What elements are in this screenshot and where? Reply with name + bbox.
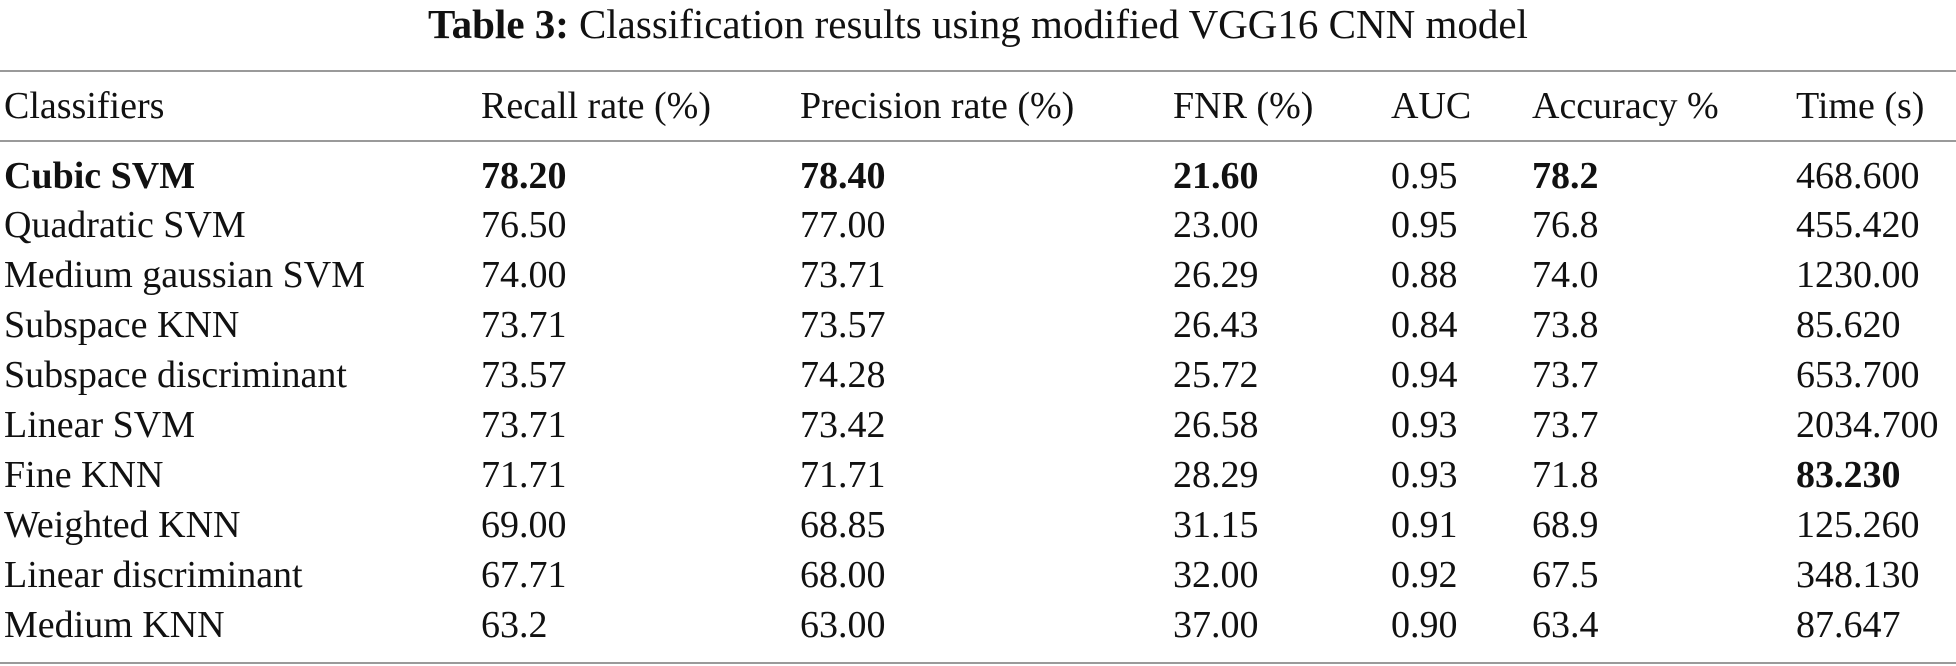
recall-cell: 71.71 <box>481 454 567 496</box>
auc-cell: 0.94 <box>1391 354 1458 396</box>
column-header-precision: Precision rate (%) <box>800 85 1075 127</box>
table-bottom-rule <box>0 662 1956 664</box>
precision-cell: 73.57 <box>800 304 886 346</box>
accuracy-cell: 68.9 <box>1532 504 1599 546</box>
recall-cell: 63.2 <box>481 604 548 646</box>
accuracy-cell: 67.5 <box>1532 554 1599 596</box>
table-row: Linear SVM 73.71 73.42 26.58 0.93 73.7 2034.70… <box>0 400 1956 450</box>
table-row: Subspace KNN 73.71 73.57 26.43 0.84 73.8 85.62… <box>0 300 1956 350</box>
column-header-accuracy: Accuracy % <box>1532 85 1719 127</box>
time-cell: 1230.00 <box>1796 254 1920 296</box>
results-table: Classifiers Recall rate (%) Precision ra… <box>0 72 1956 650</box>
recall-cell: 67.71 <box>481 554 567 596</box>
table-caption-label: Table 3: <box>428 1 569 47</box>
fnr-cell: 32.00 <box>1173 554 1259 596</box>
auc-cell: 0.90 <box>1391 604 1458 646</box>
time-cell: 468.600 <box>1796 155 1920 197</box>
recall-cell: 74.00 <box>481 254 567 296</box>
classifier-cell: Quadratic SVM <box>4 204 246 246</box>
precision-cell: 74.28 <box>800 354 886 396</box>
fnr-cell: 26.58 <box>1173 404 1259 446</box>
table-caption-text: Classification results using modified VG… <box>578 1 1528 47</box>
time-cell: 125.260 <box>1796 504 1920 546</box>
table-row: Medium KNN 63.2 63.00 37.00 0.90 63.4 87.647 <box>0 600 1956 650</box>
time-cell: 455.420 <box>1796 204 1920 246</box>
precision-cell: 77.00 <box>800 204 886 246</box>
precision-cell: 63.00 <box>800 604 886 646</box>
table-header-rule <box>0 140 1956 142</box>
auc-cell: 0.93 <box>1391 404 1458 446</box>
accuracy-cell: 73.7 <box>1532 354 1599 396</box>
classifier-cell: Weighted KNN <box>4 504 241 546</box>
classifier-cell: Cubic SVM <box>4 155 196 197</box>
precision-cell: 68.00 <box>800 554 886 596</box>
auc-cell: 0.92 <box>1391 554 1458 596</box>
table-top-rule <box>0 70 1956 72</box>
auc-cell: 0.95 <box>1391 155 1458 197</box>
table-row: Weighted KNN 69.00 68.85 31.15 0.91 68.9 125.2… <box>0 500 1956 550</box>
precision-cell: 71.71 <box>800 454 886 496</box>
accuracy-cell: 78.2 <box>1532 155 1599 197</box>
fnr-cell: 23.00 <box>1173 204 1259 246</box>
time-cell: 653.700 <box>1796 354 1920 396</box>
accuracy-cell: 73.8 <box>1532 304 1599 346</box>
table-header-row: Classifiers Recall rate (%) Precision ra… <box>0 72 1956 140</box>
column-header-auc: AUC <box>1391 85 1472 127</box>
time-cell: 83.230 <box>1796 454 1901 496</box>
classifier-cell: Subspace discriminant <box>4 354 347 396</box>
fnr-cell: 28.29 <box>1173 454 1259 496</box>
fnr-cell: 21.60 <box>1173 155 1259 197</box>
auc-cell: 0.84 <box>1391 304 1458 346</box>
fnr-cell: 31.15 <box>1173 504 1259 546</box>
recall-cell: 76.50 <box>481 204 567 246</box>
auc-cell: 0.93 <box>1391 454 1458 496</box>
table-row: Cubic SVM 78.20 78.40 21.60 0.95 78.2 468.600 <box>0 140 1956 200</box>
table-row: Fine KNN 71.71 71.71 28.29 0.93 71.8 83.230 <box>0 450 1956 500</box>
column-header-classifiers: Classifiers <box>4 85 165 127</box>
precision-cell: 73.42 <box>800 404 886 446</box>
classifier-cell: Linear SVM <box>4 404 196 446</box>
classifier-cell: Fine KNN <box>4 454 164 496</box>
auc-cell: 0.95 <box>1391 204 1458 246</box>
accuracy-cell: 71.8 <box>1532 454 1599 496</box>
fnr-cell: 26.29 <box>1173 254 1259 296</box>
fnr-cell: 37.00 <box>1173 604 1259 646</box>
recall-cell: 78.20 <box>481 155 567 197</box>
table-caption: Table 3: Classification results using mod… <box>0 0 1956 52</box>
auc-cell: 0.88 <box>1391 254 1458 296</box>
accuracy-cell: 74.0 <box>1532 254 1599 296</box>
time-cell: 85.620 <box>1796 304 1901 346</box>
recall-cell: 73.57 <box>481 354 567 396</box>
column-header-recall: Recall rate (%) <box>481 85 711 127</box>
table-body: Cubic SVM 78.20 78.40 21.60 0.95 78.2 468.600 Q… <box>0 140 1956 650</box>
accuracy-cell: 73.7 <box>1532 404 1599 446</box>
fnr-cell: 26.43 <box>1173 304 1259 346</box>
accuracy-cell: 63.4 <box>1532 604 1599 646</box>
recall-cell: 73.71 <box>481 404 567 446</box>
time-cell: 87.647 <box>1796 604 1901 646</box>
precision-cell: 78.40 <box>800 155 886 197</box>
classifier-cell: Subspace KNN <box>4 304 240 346</box>
column-header-fnr: FNR (%) <box>1173 85 1314 127</box>
accuracy-cell: 76.8 <box>1532 204 1599 246</box>
table-row: Subspace discriminant 73.57 74.28 25.72 0.94… <box>0 350 1956 400</box>
table-row: Linear discriminant 67.71 68.00 32.00 0.92 67… <box>0 550 1956 600</box>
classifier-cell: Medium gaussian SVM <box>4 254 365 296</box>
column-header-time: Time (s) <box>1796 85 1925 127</box>
recall-cell: 69.00 <box>481 504 567 546</box>
precision-cell: 68.85 <box>800 504 886 546</box>
classifier-cell: Linear discriminant <box>4 554 303 596</box>
auc-cell: 0.91 <box>1391 504 1458 546</box>
table-row: Medium gaussian SVM 74.00 73.71 26.29 0.88 74… <box>0 250 1956 300</box>
fnr-cell: 25.72 <box>1173 354 1259 396</box>
recall-cell: 73.71 <box>481 304 567 346</box>
precision-cell: 73.71 <box>800 254 886 296</box>
time-cell: 2034.700 <box>1796 404 1939 446</box>
table-row: Quadratic SVM 76.50 77.00 23.00 0.95 76.8 455.… <box>0 200 1956 250</box>
time-cell: 348.130 <box>1796 554 1920 596</box>
classifier-cell: Medium KNN <box>4 604 225 646</box>
